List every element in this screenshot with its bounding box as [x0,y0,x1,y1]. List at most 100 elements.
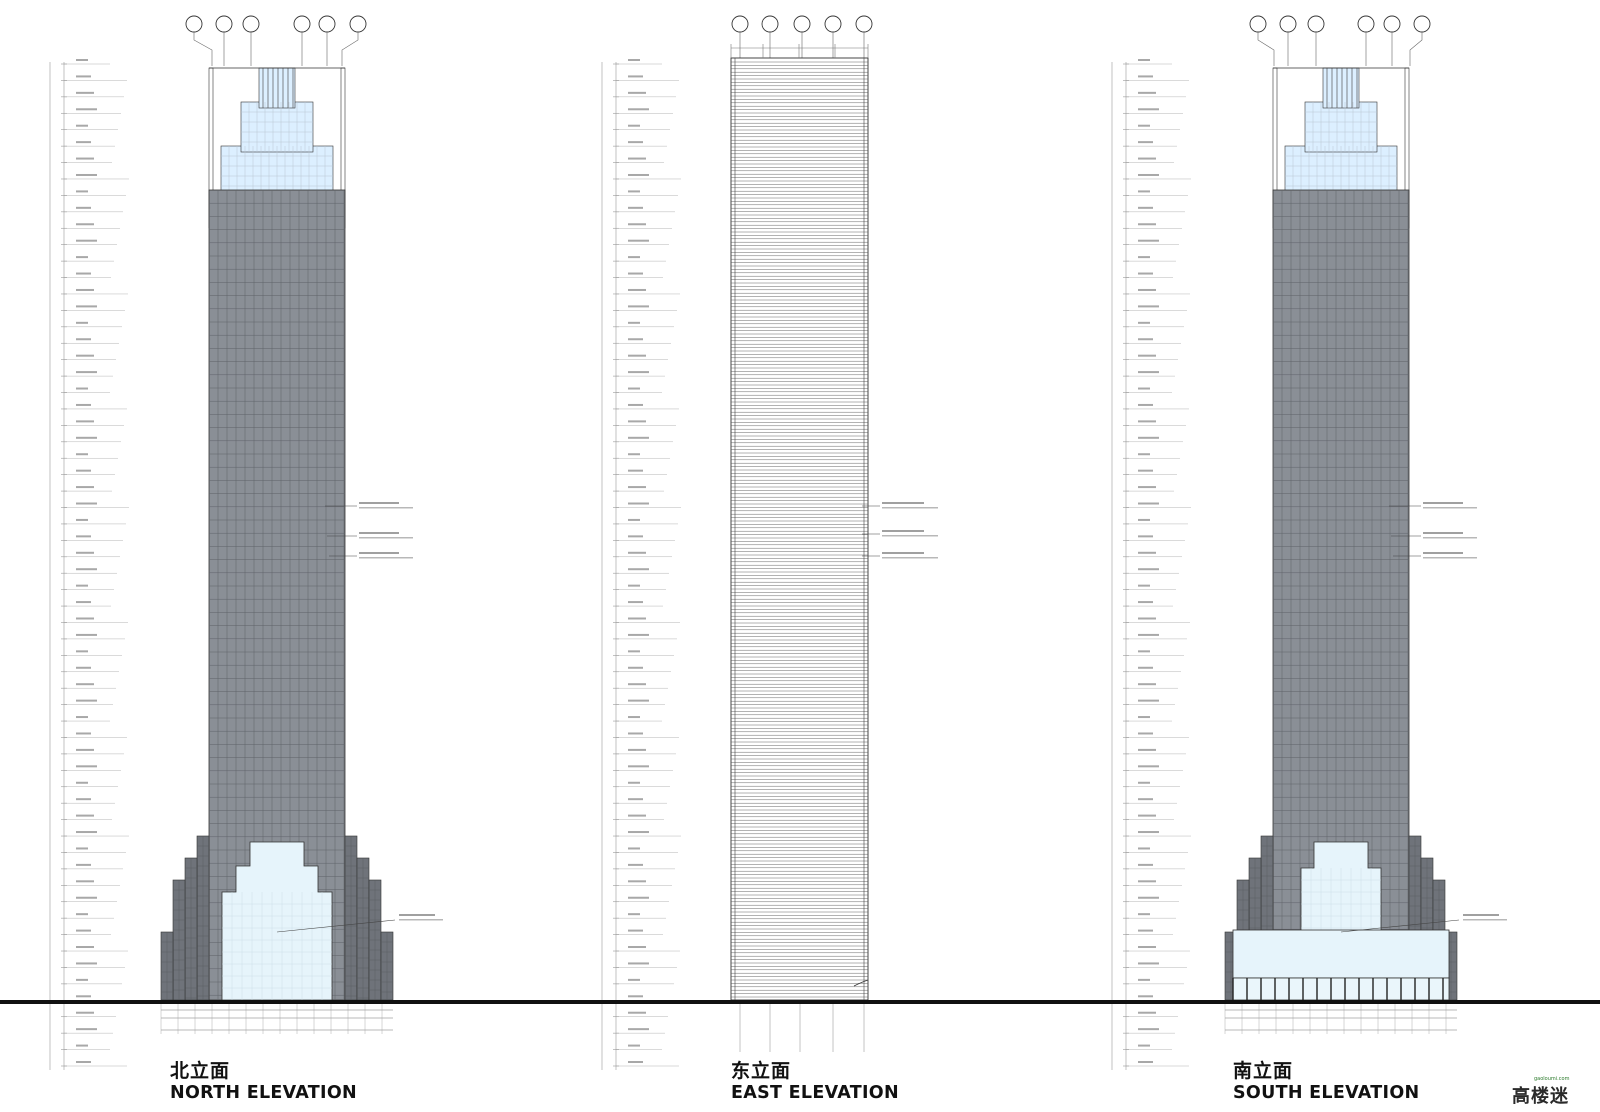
level-label-mark [628,305,649,308]
level-label-mark [1138,420,1156,423]
level-label-mark [76,666,91,669]
curtain-wall-grid [222,892,332,1000]
level-label-mark [1138,124,1150,127]
curtain-wall-grid [381,932,393,1000]
level-label-mark [1138,1061,1153,1063]
callout-note-mark [1423,532,1463,534]
north-elevation-title-en: NORTH ELEVATION [170,1083,357,1103]
level-label-mark [76,716,88,719]
level-label-mark [1138,272,1153,275]
callout-note-mark [1463,914,1499,916]
level-label-mark [628,748,646,751]
level-label-mark [76,1011,94,1014]
level-label-mark [1138,403,1153,406]
callout-note-mark [359,532,399,534]
level-label-mark [1138,502,1159,505]
level-label-mark [628,387,640,390]
level-label-mark [1138,633,1159,636]
level-label-mark [1138,157,1156,160]
callout-leader [276,919,396,933]
level-label-mark [628,157,646,160]
level-label-mark [76,962,97,965]
south-elevation-title: 南立面 SOUTH ELEVATION [1233,1062,1419,1103]
level-label-mark [628,683,646,686]
level-label-mark [76,256,88,259]
crown-step-2 [240,101,314,153]
level-label-mark [76,518,88,521]
south-elevation-title-cn: 南立面 [1233,1060,1294,1082]
grid-axis-bubbles [1249,15,1431,66]
level-label-mark [76,469,91,472]
level-label-mark [628,124,640,127]
level-label-mark [1138,584,1150,587]
level-label-mark [1138,354,1156,357]
north-elevation-drawing [49,15,443,1070]
level-label-mark [628,403,643,406]
level-label-mark [1138,551,1156,554]
east-elevation-title-en: EAST ELEVATION [731,1083,899,1103]
north-elevation-title: 北立面 NORTH ELEVATION [170,1062,357,1103]
level-label-mark [1138,699,1159,702]
level-label-mark [1138,847,1150,850]
level-label-mark [76,354,94,357]
level-label-mark [1138,453,1150,456]
level-label-mark [628,288,646,291]
level-label-mark [628,847,640,850]
grid-bubble [1357,15,1375,33]
level-label-mark [76,551,94,554]
level-label-mark [628,584,640,587]
level-label-mark [628,91,646,94]
base-dimensions [160,1004,393,1034]
level-label-mark [1138,239,1159,242]
lobby-glass [221,841,333,1001]
callout-note-mark [399,914,435,916]
callout-note-mark [882,502,924,504]
level-label-mark [76,223,94,226]
level-label-mark [1138,190,1150,193]
level-label-mark [1138,978,1150,981]
level-label-mark [1138,946,1156,949]
level-label-mark [76,765,97,768]
grid-bubble [242,15,260,33]
level-label-mark [76,1028,97,1031]
level-label-mark [628,863,643,866]
level-label-mark [76,453,88,456]
level-label-mark [628,420,646,423]
level-label-mark [1138,305,1159,308]
level-label-mark [1138,371,1159,374]
callout-note-mark [1423,502,1463,504]
callout-note-mark [1423,537,1477,539]
curtain-wall-grid [1305,102,1377,152]
level-label-mark [76,995,91,998]
callout-leader [1340,919,1460,933]
level-label-mark [628,617,646,620]
level-label-mark [76,847,88,850]
watermark-text: 高楼迷 [1512,1086,1569,1107]
grid-bubble [1279,15,1297,33]
level-label-mark [628,436,649,439]
level-label-mark [628,732,643,735]
east-tower-shaft [730,57,869,1001]
grid-leader-line [1257,32,1275,66]
level-label-mark [76,502,97,505]
grid-bubble [731,15,749,33]
level-label-mark [628,765,649,768]
level-label-mark [1138,288,1156,291]
level-label-mark [76,59,88,61]
level-label-mark [1138,913,1150,916]
watermark-logo: gaoloumi.com 高楼迷 [1512,1076,1598,1108]
level-label-mark [76,896,97,899]
level-label-mark [1138,1028,1159,1031]
level-label-mark [628,1028,649,1031]
level-label-mark [1138,765,1159,768]
level-label-mark [1138,256,1150,259]
callout-note-mark [359,552,399,554]
curtain-wall-grid [185,858,197,1000]
level-label-mark [76,880,94,883]
level-label-mark [628,75,643,78]
curtain-wall-grid [345,836,357,1000]
level-label-mark [628,321,640,324]
level-label-mark [628,716,640,719]
level-label-mark [1138,781,1150,784]
